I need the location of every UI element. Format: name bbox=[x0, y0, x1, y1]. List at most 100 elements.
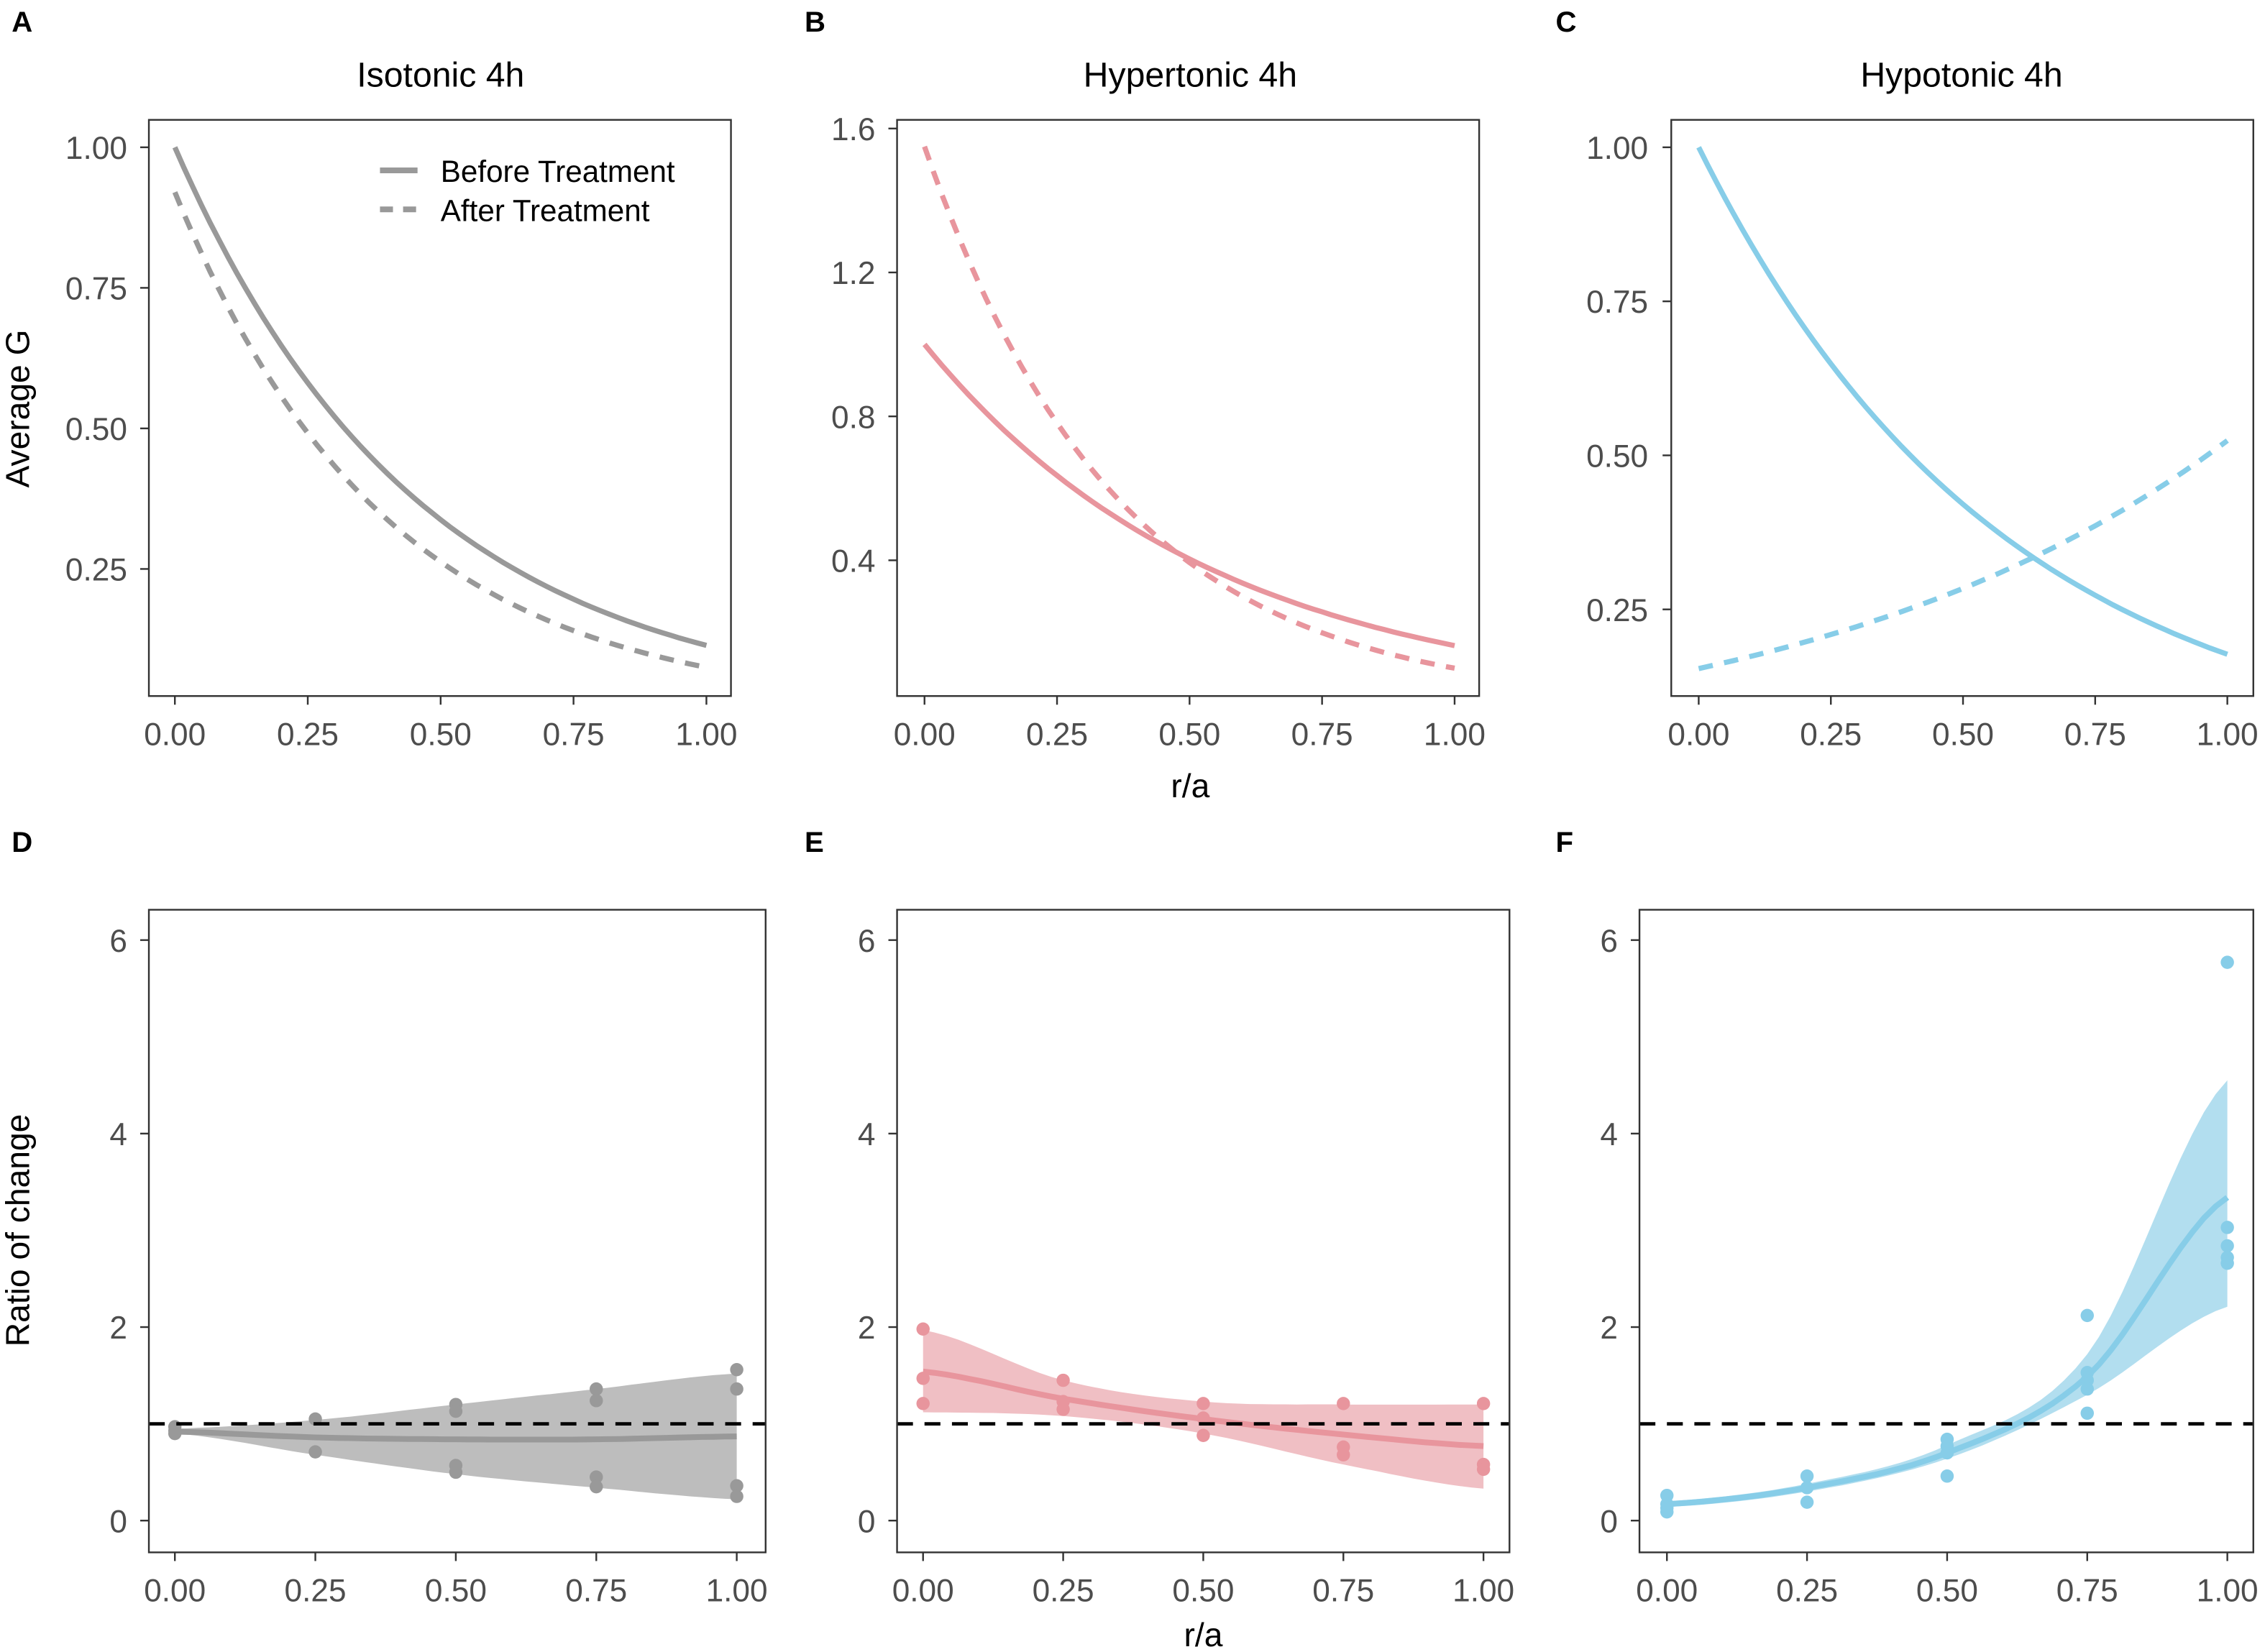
x-tick-label: 1.00 bbox=[2197, 717, 2259, 753]
data-point bbox=[916, 1322, 930, 1336]
data-point bbox=[1476, 1462, 1491, 1477]
data-point bbox=[1196, 1411, 1210, 1425]
data-point bbox=[590, 1470, 603, 1484]
x-tick-label: 0.00 bbox=[1636, 1574, 1698, 1609]
y-tick-label: 6 bbox=[858, 924, 876, 959]
data-point bbox=[1476, 1397, 1491, 1410]
plot-area-f bbox=[1639, 955, 2253, 1519]
plot-area-b bbox=[922, 145, 1455, 671]
data-point bbox=[1660, 1505, 1674, 1519]
y-tick-label: 0 bbox=[109, 1504, 127, 1539]
y-tick-label: 0.8 bbox=[831, 400, 875, 435]
y-tick-label: 0 bbox=[1600, 1504, 1618, 1539]
x-tick-label: 0.00 bbox=[892, 1574, 954, 1609]
x-tick-label: 0.00 bbox=[144, 1574, 206, 1609]
x-tick-label: 0.75 bbox=[1312, 1574, 1374, 1609]
data-point bbox=[590, 1382, 603, 1396]
x-tick-label: 0.50 bbox=[1916, 1574, 1978, 1609]
y-tick-label: 0.4 bbox=[831, 543, 875, 579]
x-tick-label: 0.25 bbox=[277, 717, 339, 753]
series-line-after-treatment bbox=[922, 145, 1455, 671]
panel-f: 0.00 0.25 0.50 0.75 1.00 0 2 4 6 bbox=[1600, 909, 2259, 1609]
x-tick-label: 0.25 bbox=[1776, 1574, 1838, 1609]
fit-line bbox=[175, 1428, 737, 1443]
data-point bbox=[1800, 1469, 1814, 1483]
x-tick-label: 1.00 bbox=[675, 717, 737, 753]
x-tick-label: 0.50 bbox=[410, 717, 472, 753]
y-tick-label: 0.50 bbox=[65, 412, 127, 447]
x-tick-label: 0.75 bbox=[1291, 717, 1353, 753]
y-tick-label: 6 bbox=[109, 924, 127, 959]
y-tick-label: 1.00 bbox=[1586, 131, 1648, 166]
y-tick-label: 0.75 bbox=[1586, 285, 1648, 320]
x-axis-title-bottom: r/a bbox=[1184, 1616, 1222, 1652]
panel-b: 0.00 0.25 0.50 0.75 1.00 0.4 0.8 1.2 1.6 bbox=[831, 112, 1486, 753]
data-point bbox=[730, 1363, 743, 1377]
x-tick-label: 1.00 bbox=[706, 1574, 768, 1609]
data-point bbox=[449, 1465, 463, 1479]
x-tick-label: 0.75 bbox=[543, 717, 605, 753]
data-point bbox=[308, 1445, 322, 1459]
panel-letter-b: B bbox=[805, 6, 825, 38]
data-point bbox=[1940, 1469, 1954, 1483]
panel-letter-c: C bbox=[1556, 6, 1577, 38]
y-tick-label: 2 bbox=[1600, 1311, 1618, 1346]
data-point bbox=[730, 1490, 743, 1503]
data-point bbox=[590, 1394, 603, 1408]
x-tick-label: 0.50 bbox=[1172, 1574, 1234, 1609]
y-tick-label: 4 bbox=[109, 1117, 127, 1152]
plot-border bbox=[147, 909, 767, 1554]
data-point bbox=[2080, 1382, 2095, 1396]
data-point bbox=[168, 1426, 182, 1441]
series-line-before-treatment bbox=[922, 342, 1455, 648]
panel-letter-e: E bbox=[805, 826, 824, 858]
y-tick-label: 4 bbox=[858, 1117, 876, 1152]
x-tick-label: 1.00 bbox=[1424, 717, 1486, 753]
x-axis-title-top: r/a bbox=[1171, 767, 1209, 804]
panel-c: 0.00 0.25 0.50 0.75 1.00 0.25 0.50 0.75 1.00 bbox=[1586, 119, 2259, 753]
y-tick-label: 1.00 bbox=[65, 131, 127, 166]
data-point bbox=[1337, 1397, 1350, 1410]
legend: Before Treatment After Treatment bbox=[380, 155, 675, 227]
x-tick-label: 1.00 bbox=[1452, 1574, 1514, 1609]
y-tick-label: 0.75 bbox=[65, 271, 127, 306]
x-tick-label: 0.50 bbox=[425, 1574, 487, 1609]
data-point bbox=[590, 1479, 603, 1494]
y-tick-label: 0 bbox=[858, 1504, 876, 1539]
x-tick-label: 0.75 bbox=[2056, 1574, 2118, 1609]
legend-label-after: After Treatment bbox=[441, 193, 650, 227]
plot-area-a bbox=[172, 146, 708, 670]
x-tick-label: 0.25 bbox=[285, 1574, 347, 1609]
data-point bbox=[2080, 1406, 2095, 1421]
y-tick-label: 2 bbox=[858, 1311, 876, 1346]
data-point bbox=[2220, 1239, 2234, 1253]
plot-area-d bbox=[149, 1363, 766, 1503]
data-point bbox=[1056, 1403, 1070, 1416]
data-point bbox=[916, 1372, 930, 1385]
plot-border bbox=[896, 119, 1481, 697]
data-point bbox=[1800, 1481, 1814, 1495]
series-line-after-treatment bbox=[1698, 438, 2229, 671]
x-tick-label: 0.00 bbox=[144, 717, 206, 753]
y-tick-label: 1.6 bbox=[831, 112, 875, 147]
x-tick-label: 0.00 bbox=[894, 717, 956, 753]
plot-area-e bbox=[897, 1322, 1510, 1489]
x-tick-label: 0.50 bbox=[1932, 717, 1994, 753]
x-tick-label: 0.75 bbox=[2064, 717, 2126, 753]
y-tick-label: 0.50 bbox=[1586, 439, 1648, 474]
x-tick-label: 0.75 bbox=[565, 1574, 627, 1609]
panel-a-title: Isotonic 4h bbox=[357, 56, 524, 95]
panel-e: 0.00 0.25 0.50 0.75 1.00 0 2 4 6 bbox=[858, 909, 1514, 1609]
data-point bbox=[916, 1397, 930, 1410]
data-point bbox=[1800, 1495, 1814, 1509]
y-tick-label: 2 bbox=[109, 1311, 127, 1346]
y-tick-label: 1.2 bbox=[831, 256, 875, 291]
x-tick-label: 0.25 bbox=[1033, 1574, 1094, 1609]
data-point bbox=[2080, 1308, 2095, 1323]
data-point bbox=[1196, 1397, 1210, 1410]
panel-letter-d: D bbox=[12, 826, 32, 858]
panel-letter-f: F bbox=[1556, 826, 1574, 858]
plot-border bbox=[1670, 119, 2254, 697]
panel-d: 0.00 0.25 0.50 0.75 1.00 0 2 4 6 bbox=[109, 909, 768, 1609]
